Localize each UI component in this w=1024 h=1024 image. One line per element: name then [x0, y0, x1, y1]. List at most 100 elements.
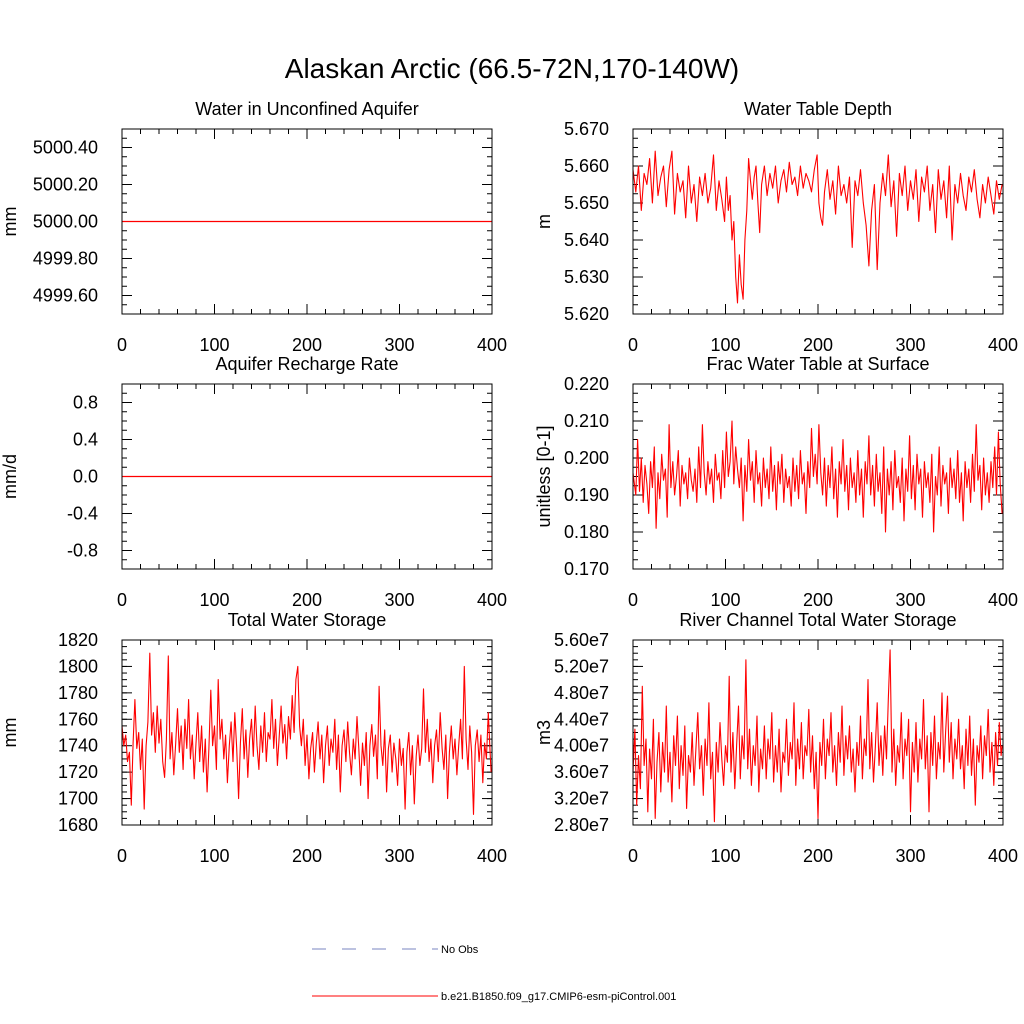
chart-panel-1: Water in Unconfined Aquifer mm 0 100 200 300 4… [0, 99, 507, 355]
plot-frame [632, 383, 1004, 570]
y-tick-label: 5.660 [564, 156, 609, 176]
x-tick-label: 200 [292, 335, 322, 355]
y-tick-label: 5.630 [564, 267, 609, 287]
y-tick-label: 1700 [58, 789, 98, 809]
x-tick-label: 300 [384, 335, 414, 355]
y-tick-label: 0.210 [564, 411, 609, 431]
panel-title: River Channel Total Water Storage [679, 610, 956, 630]
x-tick-label: 400 [477, 335, 507, 355]
x-tick-label: 200 [292, 846, 322, 866]
panel-title: Aquifer Recharge Rate [215, 354, 398, 374]
x-tick-label: 400 [988, 590, 1018, 610]
legend: No Obs b.e21.B1850.f09_g17.CMIP6-esm-piCo… [312, 944, 676, 1003]
x-tick-label: 200 [803, 335, 833, 355]
x-tick-label: 100 [199, 846, 229, 866]
panel-title: Total Water Storage [228, 610, 386, 630]
x-tick-label: 300 [895, 590, 925, 610]
y-tick-label: 5000.20 [33, 175, 98, 195]
chart-panel-2: Water Table Depth m 0 100 200 300 400 5.620 5.63… [534, 99, 1018, 355]
y-tick-label: 5000.00 [33, 212, 98, 232]
plot-frame [121, 639, 493, 826]
y-tick-label: 1720 [58, 762, 98, 782]
plot-frame [632, 639, 1004, 826]
x-tick-label: 100 [199, 335, 229, 355]
y-tick-label: 0.200 [564, 448, 609, 468]
x-tick-label: 200 [292, 590, 322, 610]
panel-title: Water Table Depth [744, 99, 892, 119]
panel-title: Frac Water Table at Surface [706, 354, 929, 374]
x-tick-label: 400 [477, 590, 507, 610]
x-tick-label: 0 [117, 590, 127, 610]
x-tick-label: 300 [895, 846, 925, 866]
panel-title: Water in Unconfined Aquifer [195, 99, 418, 119]
y-tick-label: 1680 [58, 815, 98, 835]
y-tick-label: 5000.40 [33, 138, 98, 158]
figure-title: Alaskan Arctic (66.5-72N,170-140W) [285, 53, 739, 84]
y-tick-label: 1800 [58, 656, 98, 676]
y-tick-label: 0.180 [564, 522, 609, 542]
series-line [632, 649, 1003, 823]
y-axis-label: unitless [0-1] [534, 425, 554, 527]
y-tick-label: 5.650 [564, 193, 609, 213]
plot-frame [121, 383, 493, 570]
x-tick-label: 400 [988, 335, 1018, 355]
plot-frame [632, 128, 1004, 315]
x-tick-label: 0 [628, 590, 638, 610]
chart-panel-4: Frac Water Table at Surface unitless [0-1… [534, 354, 1018, 610]
x-tick-label: 0 [117, 846, 127, 866]
y-tick-label: 5.20e7 [554, 656, 609, 676]
chart-panel-3: Aquifer Recharge Rate mm/d 0 100 200 300 400 -0… [0, 354, 507, 610]
y-tick-label: 1740 [58, 736, 98, 756]
panels: Water in Unconfined Aquifer mm 0 100 200 300 4… [0, 99, 1018, 866]
legend-label: No Obs [441, 944, 479, 956]
y-tick-label: 0.0 [73, 467, 98, 487]
x-tick-label: 100 [199, 590, 229, 610]
y-tick-label: 4.40e7 [554, 709, 609, 729]
plot-frame [121, 128, 493, 315]
y-tick-label: 2.80e7 [554, 815, 609, 835]
y-tick-label: 4.80e7 [554, 683, 609, 703]
y-axis-label: mm [0, 718, 20, 748]
x-tick-label: 0 [628, 846, 638, 866]
series-line [632, 420, 1003, 533]
x-tick-label: 300 [384, 846, 414, 866]
x-tick-label: 400 [988, 846, 1018, 866]
chart-panel-6: River Channel Total Water Storage m3 0 100 2… [534, 610, 1018, 866]
y-tick-label: 4.00e7 [554, 736, 609, 756]
y-tick-label: 0.170 [564, 559, 609, 579]
x-tick-label: 100 [710, 846, 740, 866]
x-tick-label: 300 [384, 590, 414, 610]
x-tick-label: 400 [477, 846, 507, 866]
y-tick-label: 3.60e7 [554, 762, 609, 782]
y-tick-label: 0.8 [73, 393, 98, 413]
y-axis-label: m3 [534, 720, 554, 745]
x-tick-label: 200 [803, 846, 833, 866]
legend-label: b.e21.B1850.f09_g17.CMIP6-esm-piControl.… [441, 991, 676, 1003]
x-tick-label: 100 [710, 590, 740, 610]
y-tick-label: 0.190 [564, 485, 609, 505]
series-line [121, 652, 492, 815]
y-tick-label: 4999.80 [33, 249, 98, 269]
y-tick-label: 4999.60 [33, 286, 98, 306]
x-tick-label: 300 [895, 335, 925, 355]
y-tick-label: 0.4 [73, 430, 98, 450]
y-tick-label: 3.20e7 [554, 789, 609, 809]
y-tick-label: 5.60e7 [554, 630, 609, 650]
y-tick-label: 0.220 [564, 374, 609, 394]
y-tick-label: 5.640 [564, 230, 609, 250]
y-axis-label: mm [0, 207, 20, 237]
series-line [632, 150, 1003, 304]
y-axis-label: m [534, 214, 554, 229]
y-tick-label: 5.670 [564, 119, 609, 139]
x-tick-label: 0 [628, 335, 638, 355]
y-tick-label: 5.620 [564, 304, 609, 324]
y-tick-label: 1780 [58, 683, 98, 703]
x-tick-label: 200 [803, 590, 833, 610]
y-tick-label: -0.8 [67, 541, 98, 561]
y-tick-label: 1760 [58, 709, 98, 729]
y-tick-label: 1820 [58, 630, 98, 650]
y-axis-label: mm/d [0, 454, 20, 499]
x-tick-label: 0 [117, 335, 127, 355]
y-tick-label: -0.4 [67, 504, 98, 524]
